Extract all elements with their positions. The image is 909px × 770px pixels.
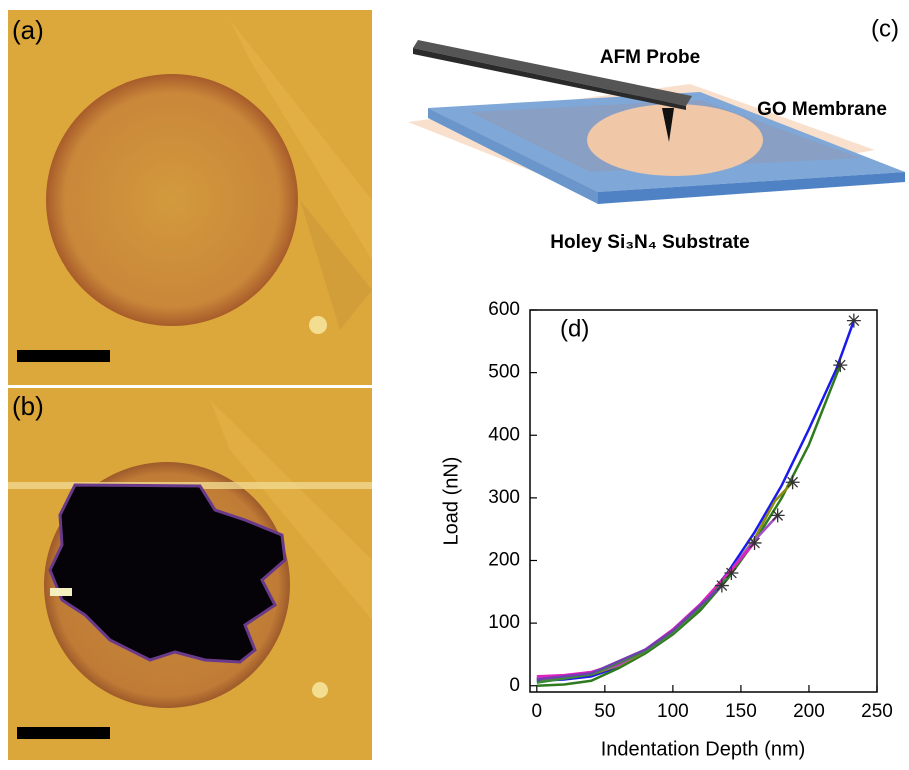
substrate-label: Holey Si₃N₄ Substrate [550, 232, 749, 253]
afm-image-b: (b) [8, 388, 372, 760]
y-tick-label: 200 [488, 550, 520, 571]
membrane-label: GO Membrane [757, 99, 887, 120]
end-marker [786, 475, 800, 489]
end-marker [748, 536, 762, 550]
y-tick-label: 300 [488, 487, 520, 508]
y-tick-label: 600 [488, 299, 520, 320]
panel-label: (a) [12, 15, 44, 45]
figure: (a) (b) (c) AFM Probe GO Membrane Holey … [0, 0, 909, 765]
x-tick-label: 50 [594, 701, 615, 722]
x-tick-label: 0 [532, 701, 543, 722]
x-tick-label: 150 [725, 701, 757, 722]
x-axis-label: Indentation Depth (nm) [601, 738, 806, 760]
probe-label: AFM Probe [600, 47, 700, 68]
afm-image-a: (a) [8, 10, 372, 385]
x-tick-label: 250 [861, 701, 893, 722]
x-tick-label: 200 [793, 701, 825, 722]
end-marker [724, 566, 738, 580]
end-marker [833, 358, 847, 372]
end-marker [847, 314, 861, 328]
end-marker [771, 508, 785, 522]
y-tick-label: 400 [488, 424, 520, 445]
page: (a) (b) (c) AFM Probe GO Membrane Holey … [0, 0, 909, 770]
y-tick-label: 0 [509, 675, 520, 696]
panel-label: (c) [871, 15, 899, 42]
plot-frame [530, 310, 877, 692]
y-tick-label: 500 [488, 362, 520, 383]
end-marker [715, 579, 729, 593]
panel-label: (b) [12, 391, 44, 421]
y-axis-label: Load (nN) [440, 457, 462, 546]
panel-label: (d) [560, 315, 589, 342]
x-tick-label: 100 [657, 701, 689, 722]
schematic: (c) AFM Probe GO Membrane Holey Si₃N₄ Su… [408, 15, 905, 253]
y-tick-label: 100 [488, 612, 520, 633]
